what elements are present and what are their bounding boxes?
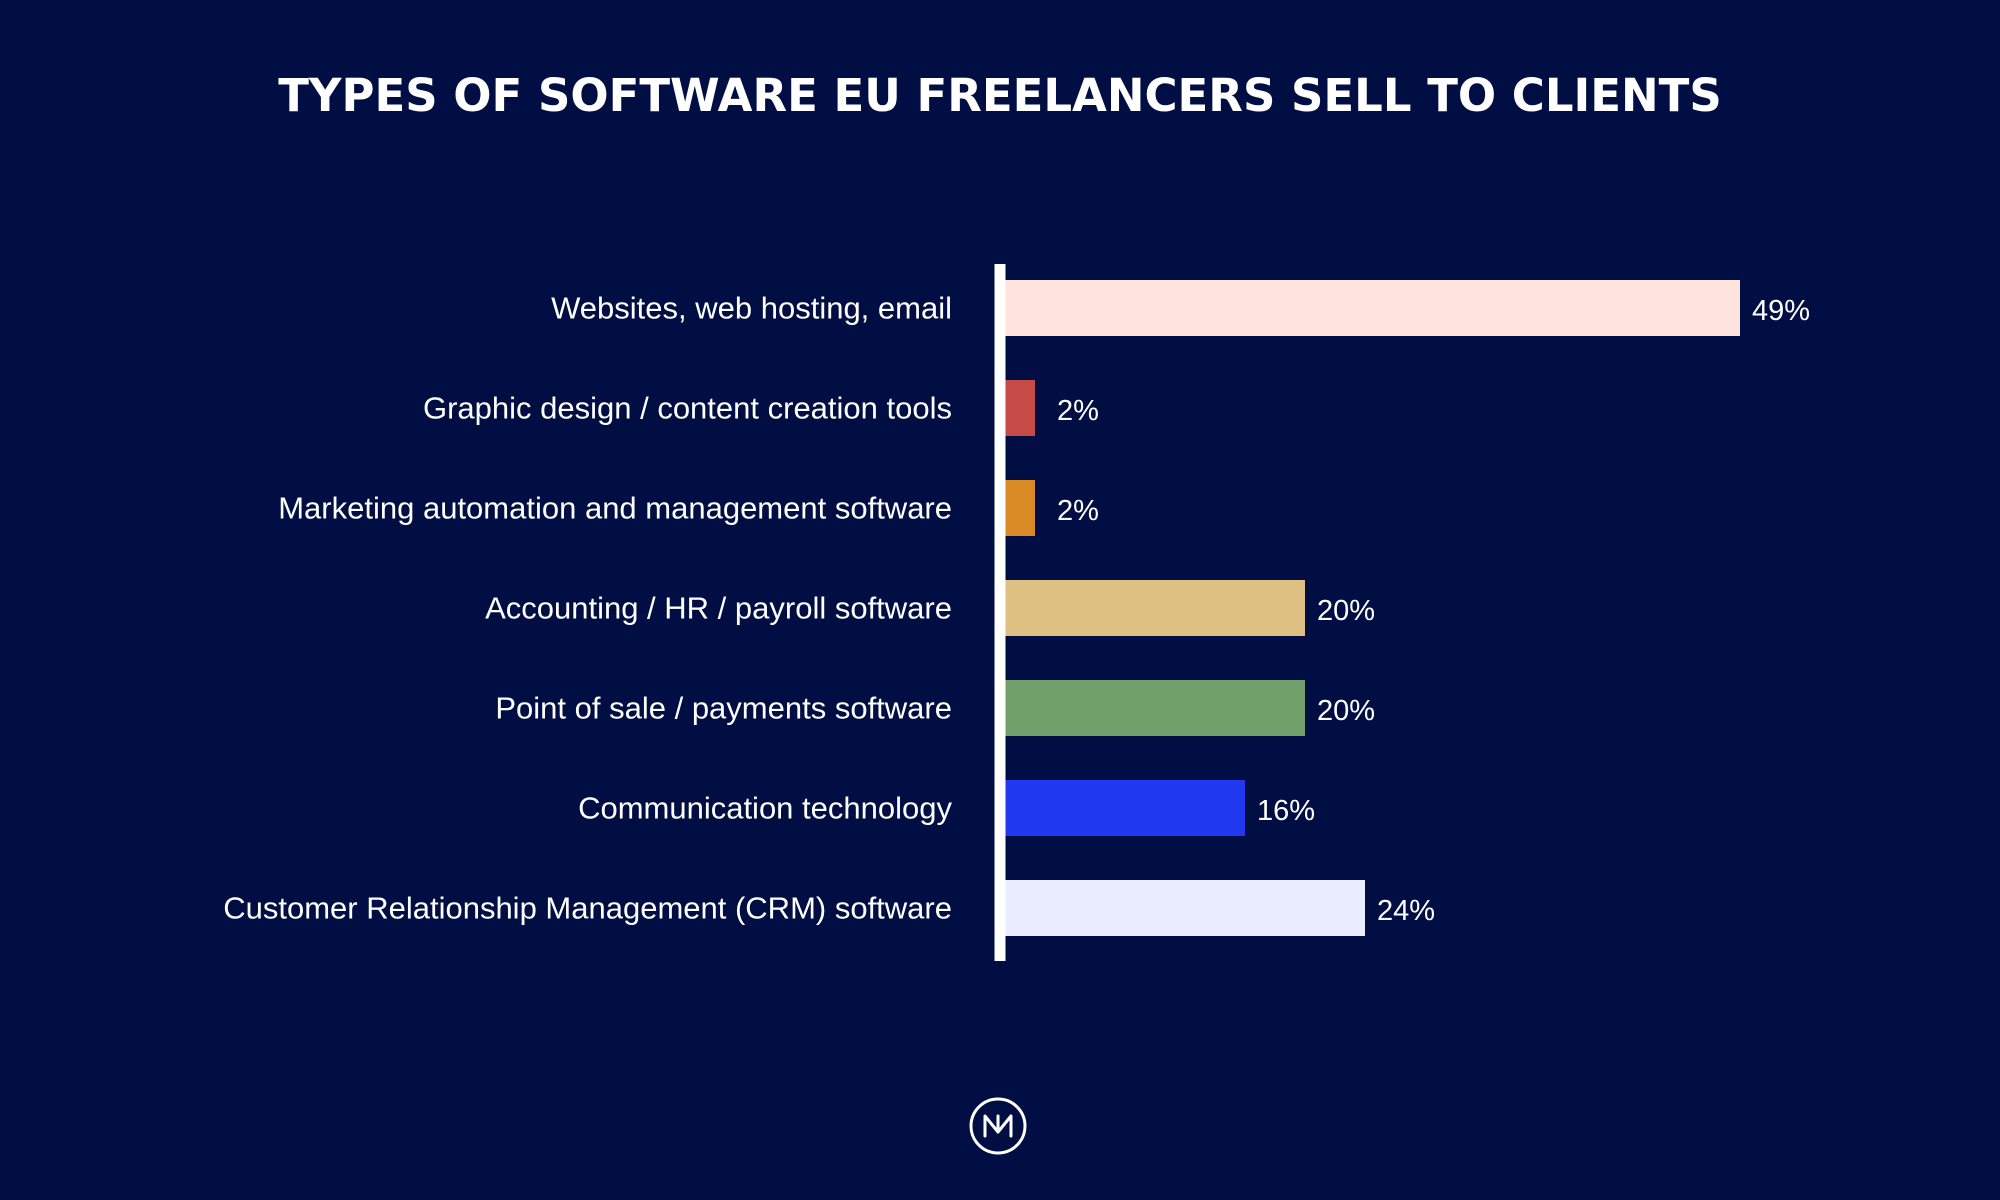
bar-websites-web-hosting-email: [1005, 280, 1740, 336]
category-labels: Websites, web hosting, email Graphic desi…: [223, 291, 952, 926]
category-label-point-of-sale-payments-software: Point of sale / payments software: [495, 691, 952, 726]
value-label-accounting-hr-payroll-software: 20%: [1317, 595, 1375, 627]
category-label-customer-relationship-management-crm-software: Customer Relationship Management (CRM) s…: [223, 891, 952, 926]
category-label-graphic-design-content-creation-tools: Graphic design / content creation tools: [423, 391, 952, 426]
category-label-marketing-automation-and-management-software: Marketing automation and management soft…: [278, 491, 952, 526]
bar-customer-relationship-management-crm-software: [1005, 880, 1365, 936]
value-label-communication-technology: 16%: [1257, 795, 1315, 827]
bars-layer: [1005, 280, 1740, 936]
bar-point-of-sale-payments-software: [1005, 680, 1305, 736]
value-label-websites-web-hosting-email: 49%: [1752, 295, 1810, 327]
nm-logo-icon: [969, 1097, 1027, 1155]
value-label-customer-relationship-management-crm-software: 24%: [1377, 895, 1435, 927]
value-label-marketing-automation-and-management-software: 2%: [1057, 495, 1099, 527]
bar-marketing-automation-and-management-software: [1005, 480, 1035, 536]
bar-communication-technology: [1005, 780, 1245, 836]
value-labels: 49% 2% 2% 20% 20% 16% 24%: [1057, 295, 1810, 927]
chart-title: TYPES OF SOFTWARE EU FREELANCERS SELL TO…: [278, 69, 1722, 122]
category-label-accounting-hr-payroll-software: Accounting / HR / payroll software: [485, 591, 952, 626]
category-label-communication-technology: Communication technology: [578, 791, 952, 826]
value-label-graphic-design-content-creation-tools: 2%: [1057, 395, 1099, 427]
bar-accounting-hr-payroll-software: [1005, 580, 1305, 636]
value-label-point-of-sale-payments-software: 20%: [1317, 695, 1375, 727]
bar-graphic-design-content-creation-tools: [1005, 380, 1035, 436]
category-label-websites-web-hosting-email: Websites, web hosting, email: [551, 291, 952, 326]
